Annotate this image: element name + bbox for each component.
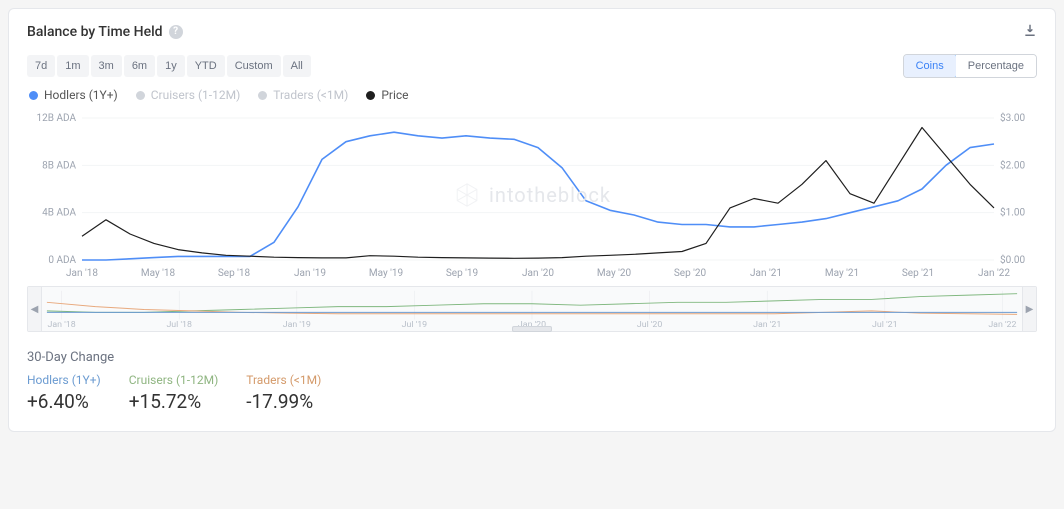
svg-text:May '18: May '18 [141, 268, 176, 279]
legend-label: Cruisers (1-12M) [151, 88, 241, 102]
legend-label: Traders (<1M) [273, 88, 348, 102]
card-title: Balance by Time Held [27, 24, 163, 40]
legend-dot-icon [29, 91, 38, 100]
svg-text:Jul '19: Jul '19 [402, 320, 428, 330]
navigator-svg: Jan '18Jul '18Jan '19Jul '19Jan '20Jul '… [42, 287, 1022, 331]
svg-text:0 ADA: 0 ADA [48, 255, 76, 266]
svg-text:Jan '22: Jan '22 [988, 320, 1016, 330]
help-icon[interactable]: ? [169, 25, 183, 39]
controls-row: 7d1m3m6m1yYTDCustomAll CoinsPercentage [27, 54, 1037, 78]
legend-item[interactable]: Cruisers (1-12M) [136, 88, 241, 102]
mode-toggle: CoinsPercentage [903, 54, 1037, 78]
navigator-handle-icon[interactable] [512, 326, 552, 332]
svg-text:Jan '18: Jan '18 [66, 268, 98, 279]
svg-text:May '20: May '20 [597, 268, 632, 279]
legend-dot-icon [258, 91, 267, 100]
change-row: Hodlers (1Y+) +6.40% Cruisers (1-12M) +15.7… [27, 373, 1037, 413]
chart-legend: Hodlers (1Y+) Cruisers (1-12M) Traders (<1… [29, 88, 1037, 102]
svg-text:4B ADA: 4B ADA [42, 208, 76, 219]
change-value: +6.40% [27, 390, 101, 413]
card-header: Balance by Time Held ? [27, 23, 1037, 40]
svg-text:Jan '22: Jan '22 [978, 268, 1010, 279]
range-buttons: 7d1m3m6m1yYTDCustomAll [27, 55, 311, 77]
legend-item[interactable]: Hodlers (1Y+) [29, 88, 118, 102]
change-label: Cruisers (1-12M) [129, 373, 219, 387]
change-label: Hodlers (1Y+) [27, 373, 101, 387]
range-btn-custom[interactable]: Custom [227, 55, 281, 77]
navigator[interactable]: ◀ Jan '18Jul '18Jan '19Jul '19Jan '20Jul… [27, 286, 1037, 332]
change-col: Hodlers (1Y+) +6.40% [27, 373, 101, 413]
download-icon[interactable] [1023, 23, 1037, 40]
chart-card: Balance by Time Held ? 7d1m3m6m1yYTDCust… [8, 8, 1056, 432]
svg-text:Jul '21: Jul '21 [872, 320, 897, 330]
svg-text:Sep '18: Sep '18 [218, 268, 251, 279]
title-wrap: Balance by Time Held ? [27, 24, 183, 40]
navigator-inner[interactable]: Jan '18Jul '18Jan '19Jul '19Jan '20Jul '… [42, 287, 1022, 331]
nav-scroll-left-icon[interactable]: ◀ [28, 287, 42, 331]
svg-text:$0.00: $0.00 [1000, 253, 1025, 266]
svg-text:Sep '21: Sep '21 [902, 268, 934, 279]
legend-dot-icon [136, 91, 145, 100]
range-btn-7d[interactable]: 7d [27, 55, 55, 77]
change-section: 30-Day Change Hodlers (1Y+) +6.40% Cruiser… [27, 350, 1037, 413]
chart-svg: 0 ADA 4B ADA 8B ADA 12B ADA $0.00 $1.00 $2.00 $… [27, 110, 1039, 280]
nav-scroll-right-icon[interactable]: ▶ [1022, 287, 1036, 331]
change-col: Cruisers (1-12M) +15.72% [129, 373, 219, 413]
change-title: 30-Day Change [27, 350, 1037, 365]
range-btn-1m[interactable]: 1m [57, 55, 88, 77]
svg-text:Jan '20: Jan '20 [522, 268, 554, 279]
range-btn-all[interactable]: All [283, 55, 311, 77]
svg-text:Jan '19: Jan '19 [294, 268, 326, 279]
svg-text:Sep '20: Sep '20 [674, 268, 707, 279]
legend-item[interactable]: Price [366, 88, 408, 102]
svg-text:Jul '18: Jul '18 [166, 320, 192, 330]
svg-text:8B ADA: 8B ADA [42, 160, 76, 171]
legend-label: Hodlers (1Y+) [44, 88, 118, 102]
range-btn-3m[interactable]: 3m [91, 55, 122, 77]
range-btn-6m[interactable]: 6m [124, 55, 155, 77]
svg-text:Jan '21: Jan '21 [753, 320, 781, 330]
range-btn-1y[interactable]: 1y [157, 55, 185, 77]
svg-text:$3.00: $3.00 [1000, 111, 1025, 124]
change-col: Traders (<1M) -17.99% [246, 373, 321, 413]
svg-text:$2.00: $2.00 [1000, 158, 1025, 171]
change-label: Traders (<1M) [246, 373, 321, 387]
mode-btn-coins[interactable]: Coins [903, 54, 957, 78]
main-chart[interactable]: intotheblock 0 ADA4B ADA8B ADA12B ADA$0.… [27, 110, 1037, 280]
mode-btn-percentage[interactable]: Percentage [956, 55, 1036, 77]
svg-text:Jul '20: Jul '20 [637, 320, 663, 330]
svg-text:12B ADA: 12B ADA [37, 113, 77, 124]
svg-text:Jan '18: Jan '18 [48, 320, 76, 330]
change-value: +15.72% [129, 390, 219, 413]
svg-text:$1.00: $1.00 [1000, 206, 1025, 219]
svg-text:Jan '21: Jan '21 [750, 268, 782, 279]
svg-text:May '19: May '19 [369, 268, 403, 279]
svg-text:Jan '19: Jan '19 [283, 320, 311, 330]
legend-label: Price [381, 88, 408, 102]
svg-text:Sep '19: Sep '19 [446, 268, 478, 279]
legend-item[interactable]: Traders (<1M) [258, 88, 348, 102]
legend-dot-icon [366, 91, 375, 100]
change-value: -17.99% [246, 390, 321, 413]
svg-text:May '21: May '21 [825, 268, 859, 279]
range-btn-ytd[interactable]: YTD [187, 55, 225, 77]
